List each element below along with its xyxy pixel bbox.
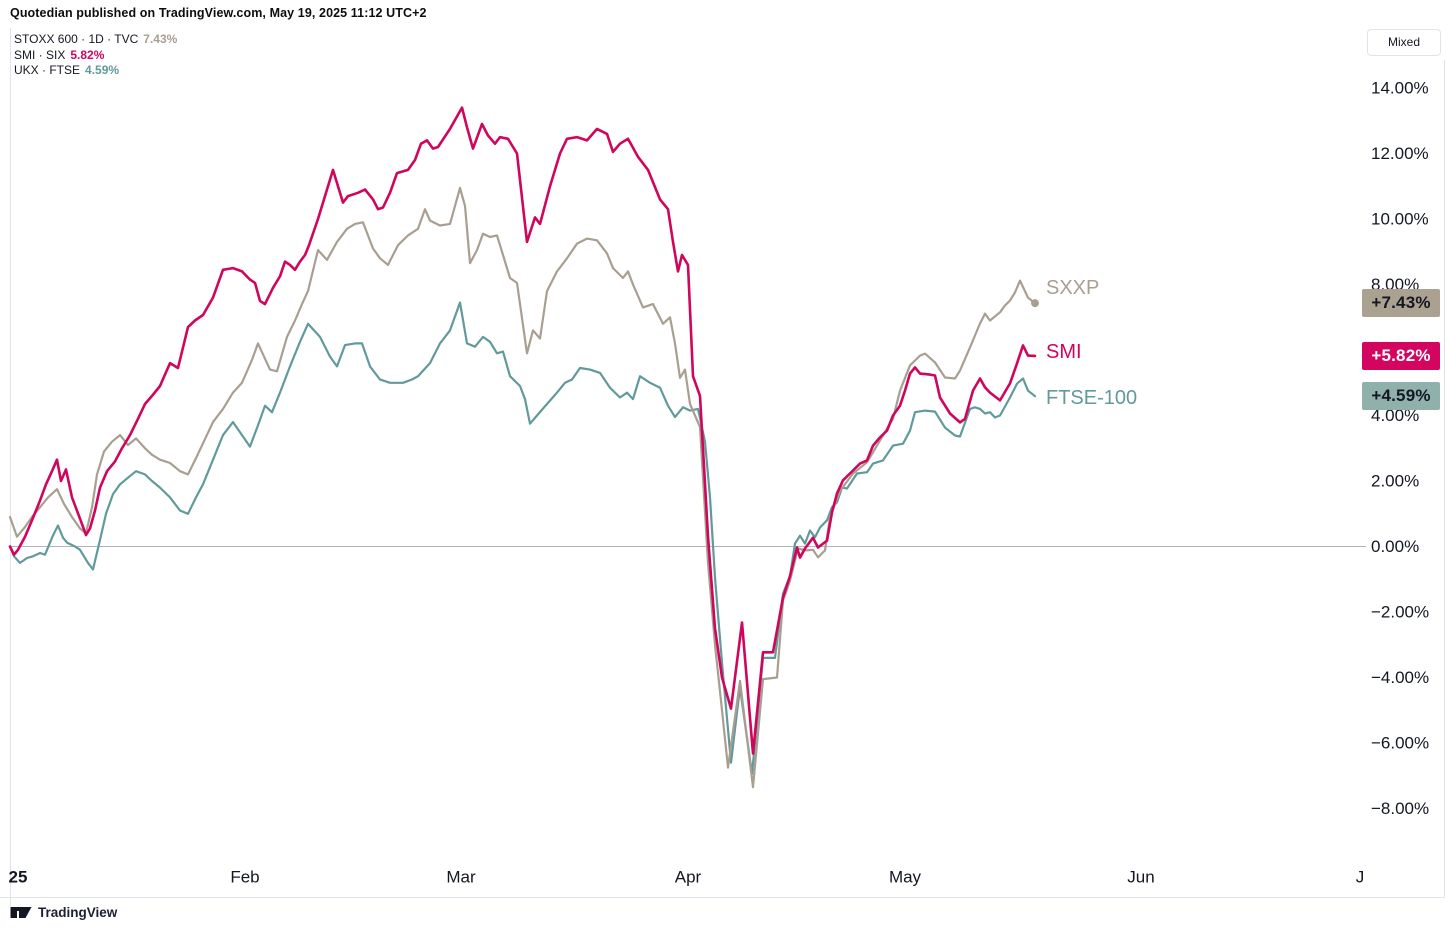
y-axis-tick-label: 2.00% — [1371, 472, 1419, 491]
series-line-smi — [8, 106, 1037, 755]
legend: STOXX 600 · 1D · TVC 7.43% SMI · SIX 5.82%… — [14, 32, 177, 79]
y-axis-tick-label: −8.00% — [1371, 799, 1429, 818]
footer: TradingView — [10, 905, 117, 920]
y-axis-tick-label: 14.00% — [1371, 79, 1429, 98]
y-axis-tick-label: −6.00% — [1371, 734, 1429, 753]
x-axis-tick-label: Feb — [230, 868, 259, 887]
series-line-ftse-100 — [8, 301, 1037, 776]
legend-label: STOXX 600 · 1D · TVC — [14, 32, 139, 46]
series-line-sxxp — [8, 186, 1037, 789]
mixed-scale-button[interactable]: Mixed — [1367, 29, 1441, 56]
x-axis-tick-label: Mar — [446, 868, 476, 887]
legend-label: SMI · SIX — [14, 47, 66, 62]
price-badge-sxxp: +7.43% — [1362, 289, 1440, 317]
attribution-text: Quotedian published on TradingView.com, … — [10, 6, 427, 20]
price-badge-ftse100: +4.59% — [1362, 382, 1440, 410]
price-badge-smi: +5.82% — [1362, 342, 1440, 370]
legend-item-ukx[interactable]: UKX · FTSE 4.59% — [14, 63, 177, 79]
x-axis-tick-label: Jun — [1127, 868, 1154, 887]
y-axis-tick-label: 0.00% — [1371, 537, 1419, 556]
y-axis-tick-label: 4.00% — [1371, 406, 1419, 425]
series-label-smi: SMI — [1046, 341, 1082, 363]
x-axis-tick-label: May — [889, 868, 922, 887]
series-label-sxxp: SXXP — [1046, 277, 1100, 299]
x-axis-tick-label: J — [1356, 868, 1365, 887]
tradingview-logo-icon[interactable] — [10, 905, 32, 920]
legend-label: UKX · FTSE — [14, 63, 81, 77]
x-axis-tick-label: Apr — [675, 868, 702, 887]
series-label-ftse100: FTSE-100 — [1046, 387, 1138, 409]
x-axis-tick-label: 25 — [9, 868, 28, 887]
legend-value: 5.82% — [70, 47, 105, 62]
y-axis-tick-label: 10.00% — [1371, 210, 1429, 229]
y-axis-tick-label: −4.00% — [1371, 668, 1429, 687]
legend-item-stoxx600[interactable]: STOXX 600 · 1D · TVC 7.43% — [14, 32, 177, 48]
y-axis-tick-label: 12.00% — [1371, 144, 1429, 163]
tradingview-brand-text[interactable]: TradingView — [38, 905, 118, 920]
legend-value: 7.43% — [143, 32, 178, 46]
series-end-dot — [1031, 299, 1039, 308]
legend-item-smi[interactable]: SMI · SIX 5.82% — [14, 48, 177, 64]
y-axis-tick-label: −2.00% — [1371, 603, 1429, 622]
legend-value: 4.59% — [85, 63, 120, 77]
